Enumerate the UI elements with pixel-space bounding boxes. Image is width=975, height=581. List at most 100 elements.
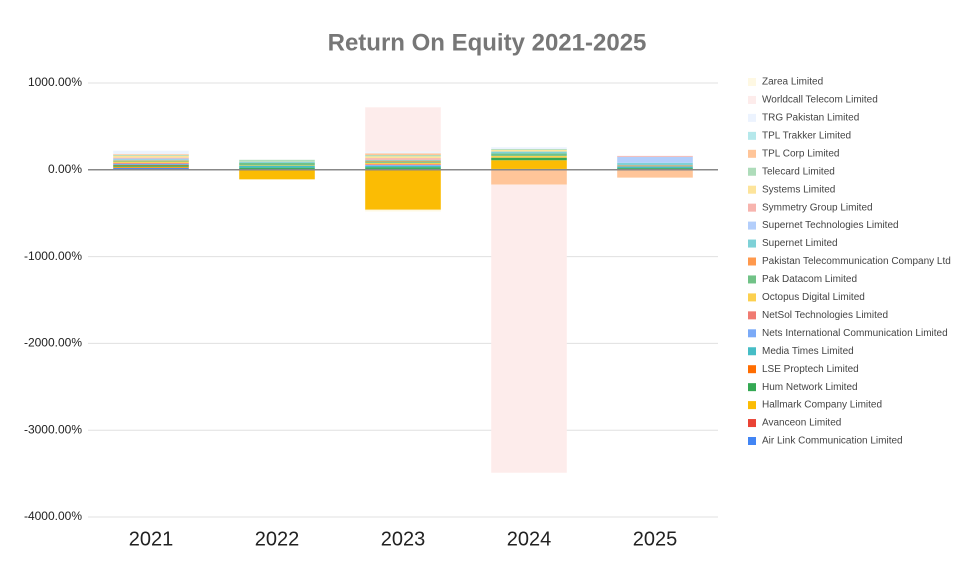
legend-label: Supernet Technologies Limited xyxy=(762,220,899,231)
bar-segment xyxy=(491,169,567,185)
bar-segment xyxy=(617,165,693,167)
bar-segment xyxy=(365,167,441,169)
legend-swatch xyxy=(748,293,756,302)
bar-segment xyxy=(365,164,441,166)
bar-segment xyxy=(113,163,189,165)
bar-segment xyxy=(113,158,189,160)
legend-swatch xyxy=(748,275,756,284)
bar-segment xyxy=(365,165,441,168)
y-tick-label: -2000.00% xyxy=(24,336,82,350)
x-tick-label: 2025 xyxy=(633,528,678,550)
bar-segment xyxy=(617,169,693,178)
legend-swatch xyxy=(748,347,756,356)
x-tick-label: 2024 xyxy=(507,528,552,550)
bar-segment xyxy=(113,166,189,168)
x-tick-label: 2022 xyxy=(255,528,300,550)
legend-swatch xyxy=(748,167,756,176)
legend-swatch xyxy=(748,401,756,410)
bar-segment xyxy=(113,162,189,164)
legend-swatch xyxy=(748,131,756,140)
bar-segment xyxy=(365,160,441,162)
legend-swatch xyxy=(748,329,756,338)
legend-label: Octopus Digital Limited xyxy=(762,292,865,303)
x-tick-label: 2023 xyxy=(381,528,426,550)
bar-segment xyxy=(617,162,693,166)
bar-segment xyxy=(239,169,315,180)
legend-label: Hallmark Company Limited xyxy=(762,400,882,411)
legend-swatch xyxy=(748,203,756,212)
bar-segment xyxy=(365,165,441,166)
legend-label: TPL Corp Limited xyxy=(762,148,839,159)
bar-segment xyxy=(617,156,693,163)
legend-label: Supernet Limited xyxy=(762,238,838,249)
bar-segment xyxy=(113,157,189,159)
legend-label: Telecard Limited xyxy=(762,166,835,177)
bar-segment xyxy=(113,168,189,170)
x-tick-label: 2021 xyxy=(129,528,174,550)
legend-label: TRG Pakistan Limited xyxy=(762,113,859,124)
legend-swatch xyxy=(748,311,756,320)
bar-segment xyxy=(365,153,441,156)
bar-segment xyxy=(239,167,315,169)
bar-segment xyxy=(491,160,567,169)
legend-swatch xyxy=(748,383,756,392)
bar-segment xyxy=(365,156,441,159)
bar-segment xyxy=(113,154,189,156)
bar-segment xyxy=(365,209,441,212)
bar-segment xyxy=(239,159,315,162)
bar-segment xyxy=(491,153,567,156)
y-tick-label: 1000.00% xyxy=(28,75,82,89)
legend-label: NetSol Technologies Limited xyxy=(762,310,888,321)
legend-label: Nets International Communication Limited xyxy=(762,328,948,339)
bar-segment xyxy=(113,159,189,161)
bar-segment xyxy=(113,161,189,163)
bar-segment xyxy=(617,155,693,157)
bar-segment xyxy=(491,184,567,473)
bar-segment xyxy=(239,165,315,168)
legend-swatch xyxy=(748,149,756,158)
legend-label: Symmetry Group Limited xyxy=(762,202,873,213)
legend-swatch xyxy=(748,437,756,445)
bar-segment xyxy=(365,107,441,152)
bar-segment xyxy=(113,160,189,162)
bar-segment xyxy=(113,165,189,167)
legend-swatch xyxy=(748,221,756,230)
legend-swatch xyxy=(748,257,756,266)
bar-segment xyxy=(491,157,567,161)
bar-segment xyxy=(113,150,189,155)
legend-label: Air Link Communication Limited xyxy=(762,436,903,447)
bar-segment xyxy=(617,168,693,169)
bar-segment xyxy=(365,162,441,165)
legend-label: TPL Trakker Limited xyxy=(762,130,851,141)
bar-segment xyxy=(491,148,567,150)
bar-segment xyxy=(491,147,567,149)
bar-segment xyxy=(491,149,567,152)
legend-swatch xyxy=(748,185,756,194)
legend-swatch xyxy=(748,419,756,428)
legend-label: Zarea Limited xyxy=(762,77,823,88)
legend-label: Pak Datacom Limited xyxy=(762,274,857,285)
bar-segment xyxy=(239,161,315,163)
chart-title: Return On Equity 2021-2025 xyxy=(328,29,647,56)
legend-label: LSE Proptech Limited xyxy=(762,364,859,375)
legend-label: Worldcall Telecom Limited xyxy=(762,95,878,106)
legend-swatch xyxy=(748,365,756,374)
bar-segment xyxy=(491,151,567,154)
bar-segment xyxy=(365,161,441,163)
bar-segment xyxy=(365,158,441,160)
legend-swatch xyxy=(748,78,756,86)
legend-swatch xyxy=(748,239,756,248)
legend-label: Hum Network Limited xyxy=(762,382,858,393)
bar-segment xyxy=(113,155,189,156)
bar-segment xyxy=(617,166,693,169)
bar-segment xyxy=(113,155,189,158)
legend-label: Avanceon Limited xyxy=(762,418,841,429)
y-tick-label: -1000.00% xyxy=(24,249,82,263)
legend-label: Media Times Limited xyxy=(762,346,854,357)
y-tick-label: -4000.00% xyxy=(24,509,82,523)
y-tick-label: 0.00% xyxy=(48,162,82,176)
legend-swatch xyxy=(748,113,756,122)
bar-segment xyxy=(491,155,567,158)
